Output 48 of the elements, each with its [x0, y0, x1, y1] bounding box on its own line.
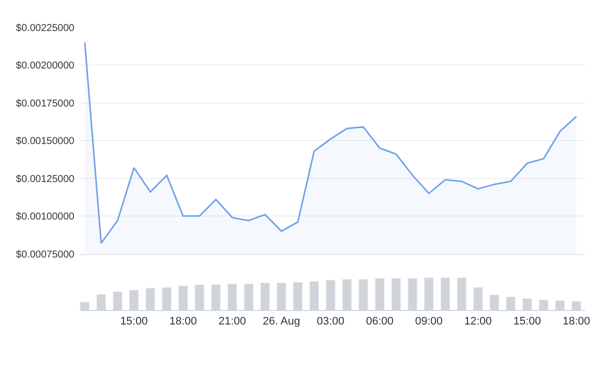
y-tick-label: $0.00225000: [16, 22, 75, 34]
y-tick-label: $0.00175000: [16, 98, 75, 110]
bar: [326, 280, 336, 310]
bar: [342, 279, 352, 310]
bar: [358, 279, 368, 310]
bar: [162, 287, 172, 310]
y-tick-label: $0.00100000: [16, 212, 75, 223]
bar: [129, 290, 139, 310]
bar: [228, 284, 238, 310]
bar: [178, 286, 188, 310]
bar: [146, 288, 156, 310]
bar: [440, 278, 450, 310]
x-tick-label: 21:00: [218, 315, 246, 328]
x-tick-label: 18:00: [169, 315, 197, 328]
bar: [572, 301, 582, 310]
bar: [194, 284, 204, 310]
x-tick-label: 09:00: [415, 315, 443, 328]
bar: [374, 278, 384, 310]
bar: [112, 291, 122, 310]
bar: [276, 282, 286, 310]
bar: [490, 294, 500, 310]
bar: [80, 302, 90, 310]
y-tick-label: $0.00150000: [16, 136, 75, 148]
bar: [293, 282, 303, 310]
bar: [244, 284, 254, 310]
bar: [522, 298, 532, 310]
y-tick-label: $0.00075000: [16, 249, 75, 260]
x-tick-label: 03:00: [316, 315, 344, 328]
bar: [456, 278, 466, 310]
bar: [473, 287, 483, 310]
y-tick-label: $0.00200000: [16, 60, 75, 72]
x-tick-label: 18:00: [562, 315, 590, 328]
x-tick-label: 15:00: [513, 315, 541, 328]
bar: [506, 296, 516, 310]
bar: [408, 278, 418, 310]
x-tick-label: 15:00: [120, 315, 148, 328]
bar: [260, 282, 270, 310]
bar: [391, 278, 401, 310]
y-tick-label: $0.00125000: [16, 174, 75, 185]
bar: [309, 281, 319, 310]
bar: [96, 294, 106, 310]
bar: [211, 284, 221, 310]
x-tick-label: 06:00: [366, 315, 394, 328]
bar: [424, 278, 434, 310]
bar: [555, 300, 565, 310]
x-tick-label: 12:00: [464, 315, 492, 328]
x-tick-label: 26. Aug: [262, 315, 300, 328]
bar: [538, 300, 548, 310]
